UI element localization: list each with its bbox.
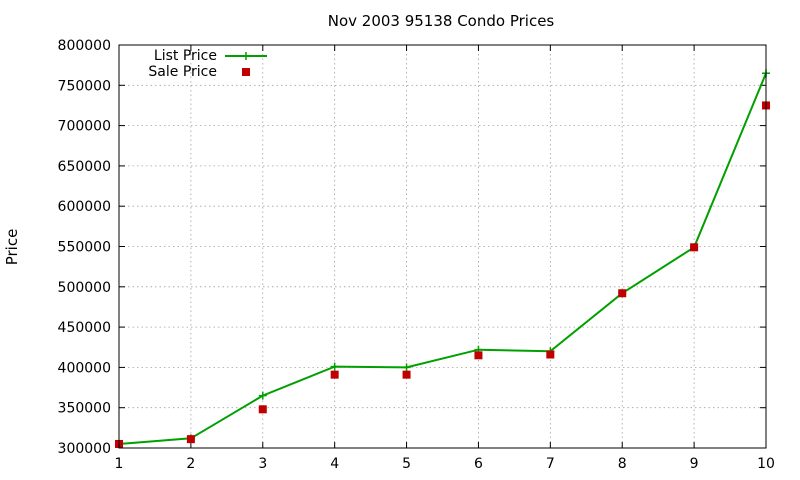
- sale-price-point: [330, 370, 339, 379]
- legend-marker-sale-price: [242, 68, 250, 76]
- y-tick-label: 550000: [58, 240, 111, 256]
- list-price-point: [402, 363, 411, 372]
- sale-price-point: [618, 289, 627, 298]
- sale-price-point: [186, 435, 195, 444]
- x-tick-label: 5: [402, 456, 411, 472]
- y-axis: 300000 350000 400000 450000 500000 550000 6000…: [58, 38, 766, 457]
- sale-price-point: [402, 370, 411, 379]
- x-tick-label: 1: [115, 456, 124, 472]
- x-tick-label: 3: [258, 456, 267, 472]
- legend-label-sale-price: Sale Price: [148, 64, 217, 80]
- x-tick-label: 4: [330, 456, 339, 472]
- y-tick-label: 300000: [58, 441, 111, 457]
- y-tick-label: 350000: [58, 401, 111, 417]
- chart-title: Nov 2003 95138 Condo Prices: [328, 12, 555, 30]
- sale-price-point: [690, 243, 699, 252]
- legend-label-list-price: List Price: [154, 48, 217, 64]
- y-tick-label: 400000: [58, 360, 111, 376]
- y-tick-label: 450000: [58, 320, 111, 336]
- sale-price-series: [115, 101, 770, 448]
- y-tick-label: 750000: [58, 78, 111, 94]
- sale-price-point: [258, 405, 267, 414]
- y-tick-label: 500000: [58, 280, 111, 296]
- list-price-point: [258, 391, 267, 400]
- list-price-line: [118, 72, 767, 445]
- plot-frame: [118, 44, 767, 449]
- x-tick-label: 8: [618, 456, 627, 472]
- list-price-series: [115, 69, 770, 448]
- x-tick-label: 9: [690, 456, 699, 472]
- y-tick-label: 600000: [58, 199, 111, 215]
- y-tick-label: 700000: [58, 119, 111, 135]
- x-tick-label: 7: [546, 456, 555, 472]
- y-tick-label: 800000: [58, 38, 111, 54]
- x-tick-label: 6: [474, 456, 483, 472]
- y-tick-label: 650000: [58, 159, 111, 175]
- x-tick-label: 2: [186, 456, 195, 472]
- sale-price-point: [546, 350, 555, 359]
- list-price-point: [330, 362, 339, 371]
- sale-price-point: [474, 351, 483, 360]
- x-tick-label: 10: [757, 456, 775, 472]
- grid: [119, 45, 766, 448]
- y-axis-label: Price: [3, 229, 21, 266]
